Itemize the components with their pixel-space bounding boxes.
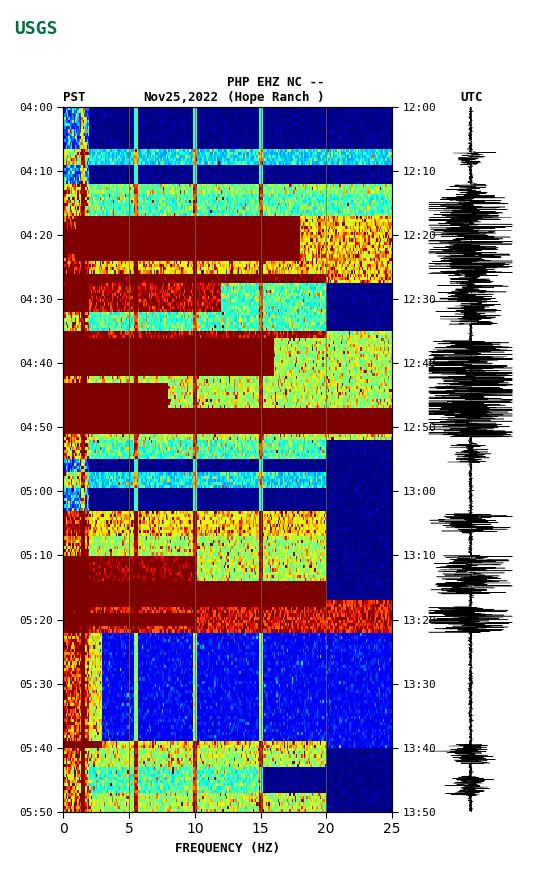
Text: PST: PST — [63, 91, 86, 104]
X-axis label: FREQUENCY (HZ): FREQUENCY (HZ) — [175, 842, 280, 855]
Text: PHP EHZ NC --: PHP EHZ NC -- — [227, 76, 325, 89]
Text: USGS: USGS — [14, 20, 57, 37]
Text: Nov25,2022: Nov25,2022 — [144, 91, 219, 104]
Text: UTC: UTC — [461, 91, 483, 104]
Text: (Hope Ranch ): (Hope Ranch ) — [227, 91, 325, 104]
